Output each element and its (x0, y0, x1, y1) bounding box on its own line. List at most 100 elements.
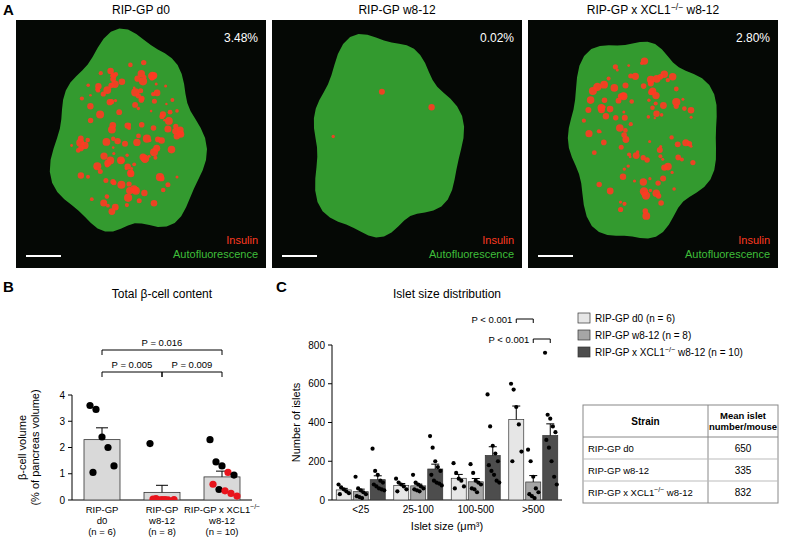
bars (336, 351, 559, 500)
data-point (534, 486, 538, 490)
data-point (89, 469, 96, 476)
insulin-spot (120, 158, 125, 163)
insulin-spot (633, 152, 640, 159)
insulin-spot (78, 172, 84, 178)
insulin-spot (629, 99, 634, 104)
insulin-spot (657, 147, 663, 153)
superscript: −/− (250, 503, 260, 510)
insulin-spot (101, 91, 106, 96)
insulin-spot (108, 126, 116, 134)
insulin-spot (428, 104, 434, 110)
insulin-spot (661, 158, 664, 161)
insulin-spot (616, 124, 624, 132)
data-point (104, 444, 111, 451)
insulin-spot (85, 138, 90, 143)
insulin-spot (80, 96, 84, 100)
panel-letter: B (3, 278, 14, 295)
insulin-spot (607, 77, 611, 81)
data-point (552, 475, 556, 479)
insulin-spot (666, 78, 670, 82)
table-cell: 832 (735, 487, 752, 498)
insulin-spot (86, 83, 90, 87)
data-point (546, 413, 550, 417)
axis-title: Number of islets (290, 382, 302, 462)
data-point (86, 402, 93, 409)
scale-bar (538, 255, 573, 257)
data-point (462, 484, 466, 488)
text-line: Mean islet (720, 410, 767, 421)
error-bar (489, 447, 497, 456)
insulin-spot (151, 92, 155, 96)
n-label: (n = 10) (205, 526, 238, 537)
insulin-spot (611, 84, 619, 92)
insulin-spot (176, 176, 179, 179)
table-header: Mean isletnumber/mouse (709, 410, 777, 432)
insulin-spot (132, 162, 136, 166)
insulin-spot (139, 77, 147, 85)
data-point (468, 462, 472, 466)
data-point (376, 473, 380, 477)
y-tick (68, 421, 72, 422)
insulin-spot (125, 163, 131, 169)
data-point (547, 446, 551, 450)
data-point (512, 387, 516, 391)
superscript: −/− (665, 345, 675, 354)
legend-swatch (578, 347, 590, 357)
insulin-spot (627, 64, 630, 67)
tick-label: >500 (522, 504, 545, 515)
data-point (532, 496, 536, 500)
data-point (531, 475, 535, 479)
insulin-spot (660, 176, 666, 182)
insulin-spot (139, 97, 145, 103)
insulin-spot (152, 99, 157, 104)
insulin-spot (127, 169, 133, 175)
data-point (438, 469, 442, 473)
data-point (353, 475, 357, 479)
insulin-spot (619, 201, 622, 204)
error-bar (156, 485, 168, 492)
axis-title: β-cell volume(% of pancreas volume) (16, 389, 41, 505)
insulin-spot (112, 74, 117, 79)
image-background (528, 20, 778, 268)
insulin-spot (585, 107, 591, 113)
insulin-spot (649, 189, 652, 192)
legend-label: Insulin (482, 234, 514, 246)
data-point (233, 492, 240, 499)
insulin-spot (117, 156, 125, 164)
insulin-spot (143, 135, 151, 143)
data-point (218, 462, 225, 469)
superscript: −/− (654, 486, 664, 493)
image-title: RIP-GP x XCL1−/− w8-12 (587, 2, 720, 17)
insulin-spot (160, 111, 166, 117)
data-point (364, 492, 368, 496)
n-label: (n = 6) (88, 526, 116, 537)
insulin-spot (654, 117, 656, 119)
insulin-spot (100, 200, 107, 207)
significance-bracket (102, 372, 162, 377)
insulin-spot (332, 135, 335, 138)
insulin-spot (622, 115, 628, 121)
insulin-spot (623, 83, 629, 89)
bar (526, 482, 541, 500)
y-tick (328, 500, 332, 501)
legend-swatch (578, 330, 590, 340)
insulin-spot (132, 102, 138, 108)
insulin-spot (100, 153, 107, 160)
tick-label: 600 (308, 378, 325, 389)
insulin-spot (164, 125, 171, 132)
error-bar (529, 476, 537, 482)
insulin-spot (155, 137, 161, 143)
insulin-spot (127, 181, 132, 186)
tick-label: 25-100 (403, 504, 435, 515)
insulin-spot (87, 103, 93, 109)
text-line: β-cell volume (16, 415, 28, 480)
data-point (431, 446, 435, 450)
data-point (488, 424, 492, 428)
insulin-spot (103, 138, 111, 146)
insulin-spot (642, 191, 650, 199)
insulin-spot (127, 126, 131, 130)
y-tick (68, 500, 72, 501)
data-point (110, 462, 117, 469)
text-line: RIP-GP x XCL1−/− (184, 503, 260, 515)
insulin-spot (597, 129, 601, 133)
